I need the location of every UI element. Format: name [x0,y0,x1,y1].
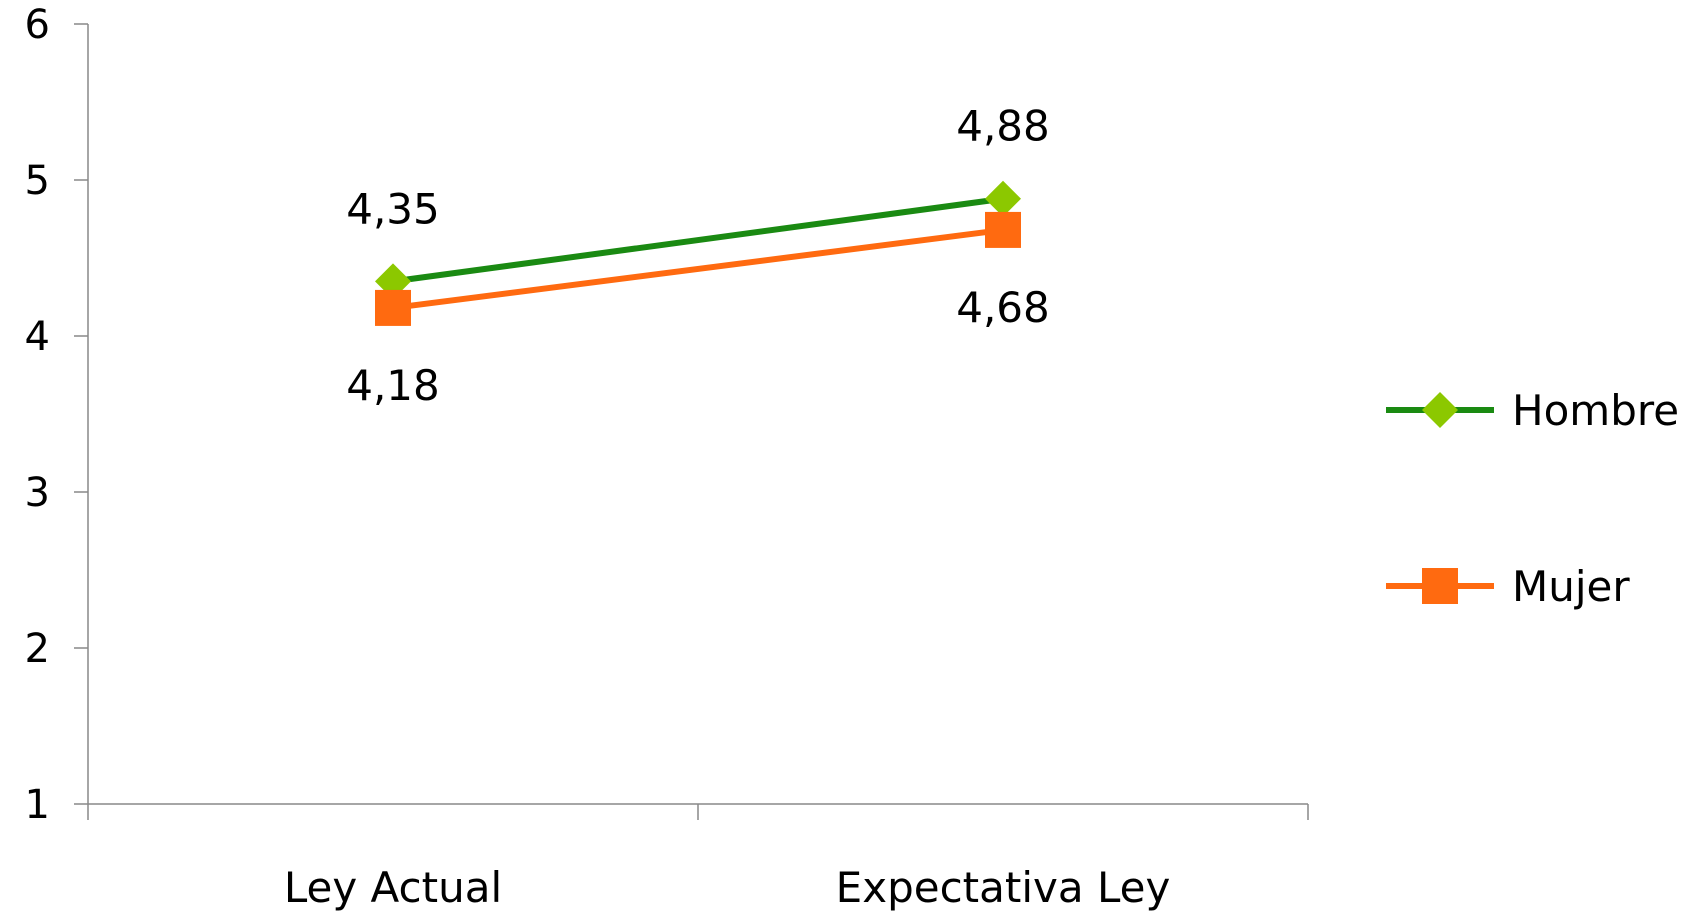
legend-label-hombre: Hombre [1512,386,1679,435]
series-line-hombre [392,195,1004,285]
data-label-mujer: 4,18 [346,361,440,410]
x-category-label: Expectativa Ley [836,863,1171,912]
y-tick-label: 6 [25,2,50,48]
legend-marker-hombre [1422,392,1458,428]
legend-label-mujer: Mujer [1512,562,1630,611]
data-label-hombre: 4,88 [956,102,1050,151]
y-tick-label: 1 [25,782,50,828]
legend: Hombre Mujer [1386,386,1679,611]
x-category-label: Ley Actual [284,863,502,912]
y-tick-label: 5 [25,158,50,204]
chart-axes: 1 2 3 4 5 6 Ley Actual Expectativa Ley [25,2,1309,912]
y-tick-label: 4 [25,314,50,360]
y-tick-label: 2 [25,626,50,672]
y-tick-label: 3 [25,470,50,516]
data-point-mujer [985,211,1021,248]
data-label-mujer: 4,68 [956,283,1050,332]
legend-marker-mujer [1422,568,1458,604]
data-point-mujer [375,289,411,326]
data-labels-layer: 4,35 4,88 4,18 4,68 [346,102,1050,410]
series-line-mujer [392,226,1004,311]
data-label-hombre: 4,35 [346,184,440,233]
data-point-hombre [985,180,1021,217]
series-layer [375,180,1021,326]
